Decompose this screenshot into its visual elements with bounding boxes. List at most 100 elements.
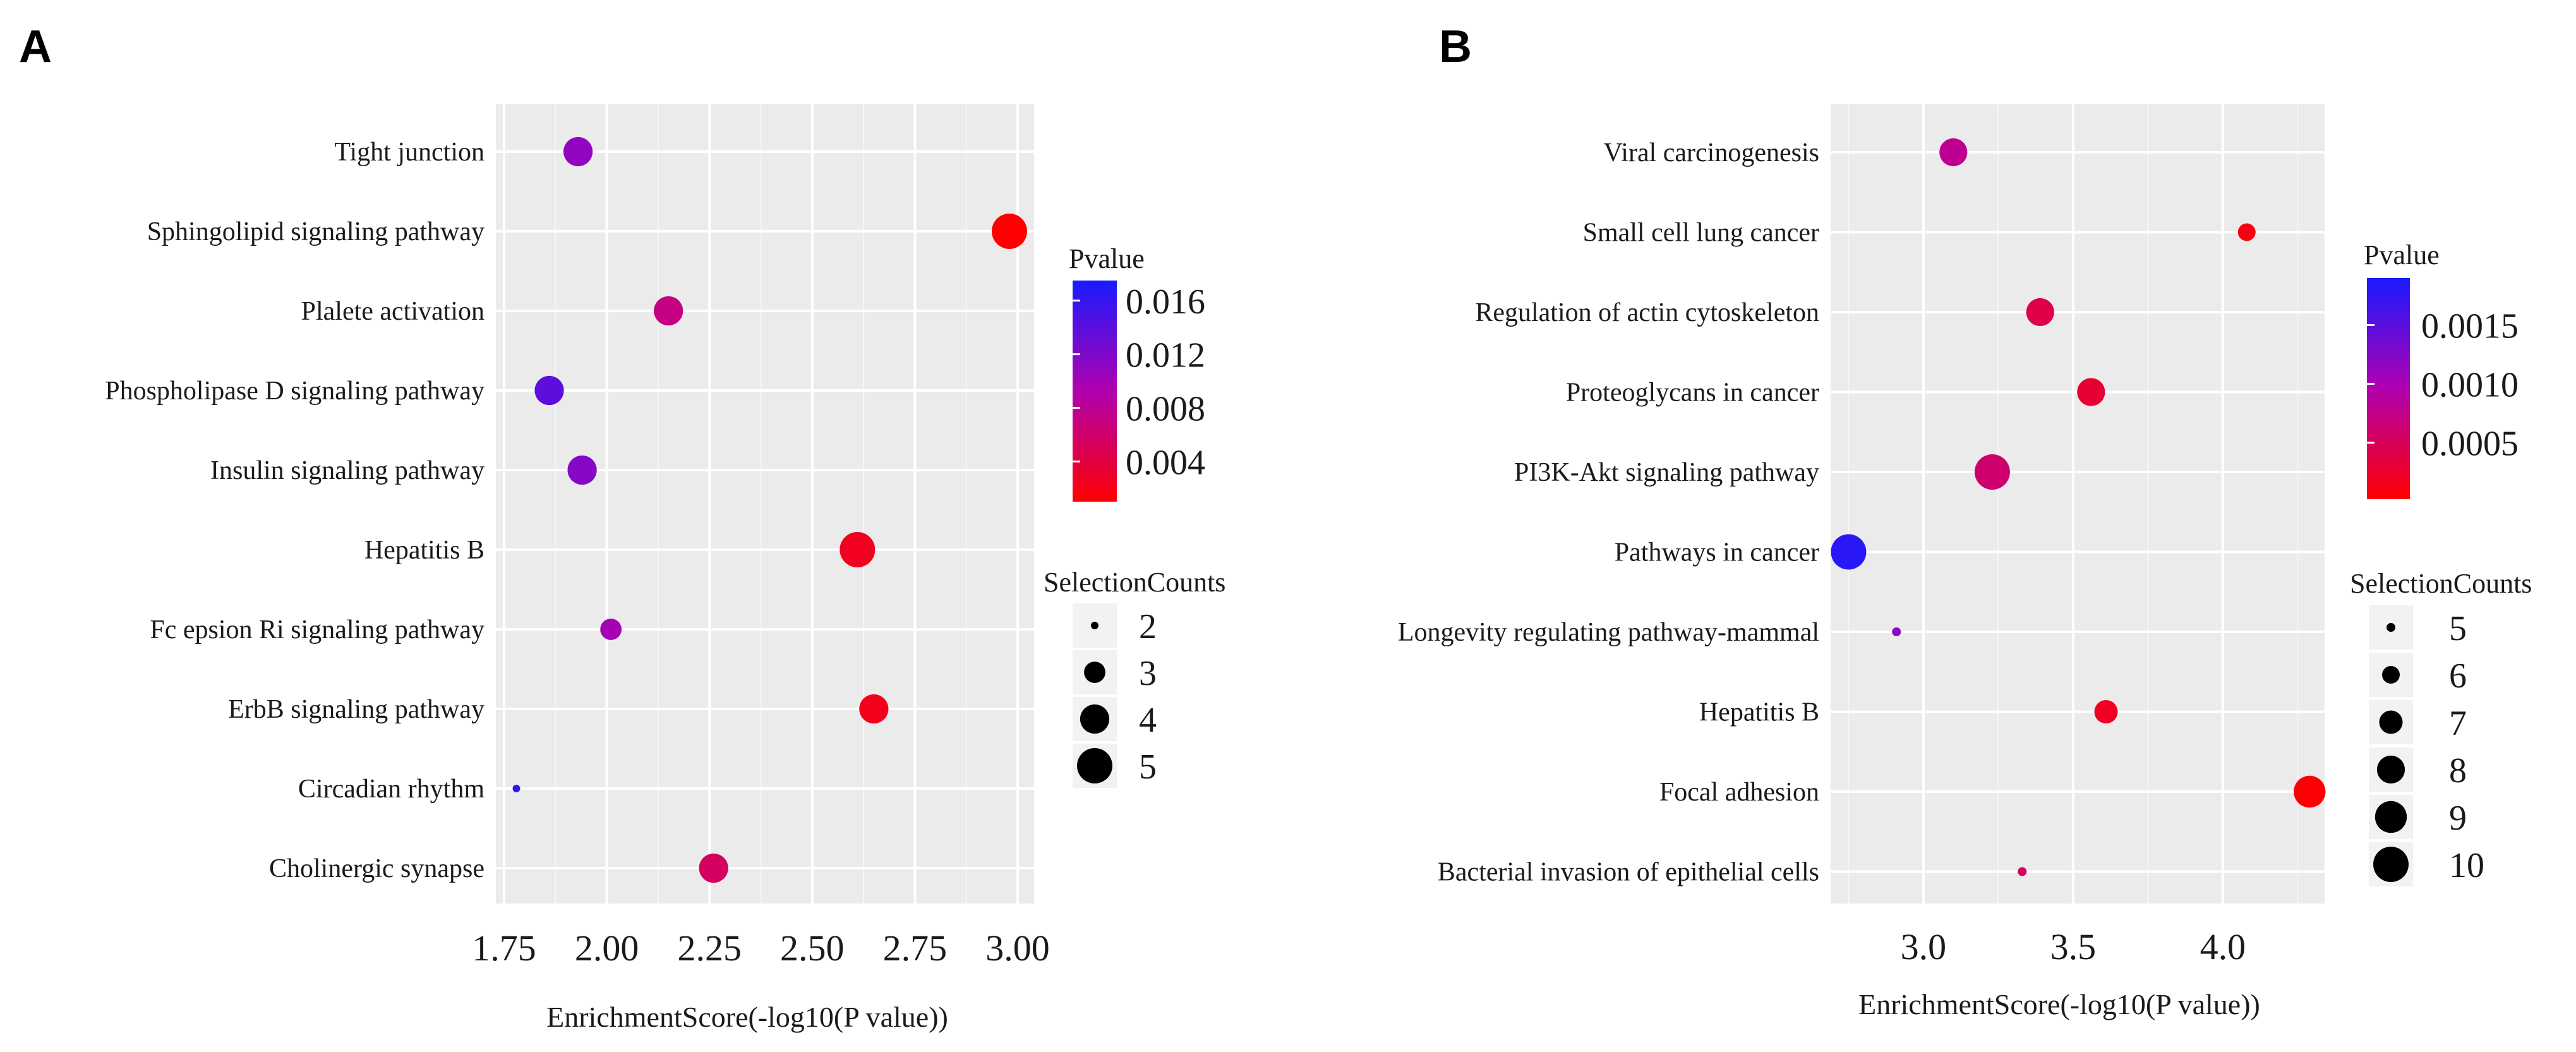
panel-a-color-legend: Pvalue 0.016 0.012 0.008 0.004 <box>1069 243 1205 502</box>
data-point <box>991 214 1027 249</box>
data-point <box>563 136 593 167</box>
data-point <box>2077 378 2105 406</box>
panel-a-x-tick-labels: 1.75 2.00 2.25 2.50 2.75 3.00 <box>472 928 1049 969</box>
data-point <box>2026 298 2054 327</box>
category-label: Cholinergic synapse <box>269 854 485 883</box>
size-legend-label: 7 <box>2449 704 2467 743</box>
panel-letter-a: A <box>19 21 52 72</box>
panel-b-size-legend: SelectionCounts 5 6 7 8 9 10 <box>2350 568 2532 886</box>
x-tick-label: 4.0 <box>2200 926 2246 967</box>
panel-b-chart: Viral carcinogenesis Small cell lung canc… <box>1398 104 2532 1020</box>
data-point <box>1974 454 2010 490</box>
x-tick-label: 1.75 <box>472 928 536 969</box>
data-point <box>567 455 597 485</box>
x-tick-label: 2.25 <box>677 928 742 969</box>
panel-a-plot-background <box>496 104 1034 904</box>
size-legend-dot <box>2376 755 2405 784</box>
category-label: Phospholipase D signaling pathway <box>105 377 485 406</box>
x-tick-label: 2.00 <box>575 928 639 969</box>
colorbar-tick-label: 0.0005 <box>2421 425 2519 464</box>
panel-letter-b: B <box>1439 21 1472 72</box>
data-point <box>699 853 728 883</box>
category-label: Insulin signaling pathway <box>210 456 485 485</box>
category-label: Hepatitis B <box>364 536 485 565</box>
category-label: Longevity regulating pathway-mammal <box>1398 618 1819 647</box>
category-label: Sphingolipid signaling pathway <box>147 217 485 246</box>
colorbar-tick-label: 0.0010 <box>2421 366 2519 405</box>
colorbar-tick-label: 0.0015 <box>2421 306 2519 346</box>
size-legend-label: 5 <box>1139 747 1157 787</box>
x-tick-label: 2.75 <box>883 928 948 969</box>
category-label: ErbB signaling pathway <box>228 695 485 724</box>
size-legend-label: 4 <box>1139 701 1157 740</box>
data-point <box>1939 138 1968 167</box>
category-label: Viral carcinogenesis <box>1604 138 1820 167</box>
panel-a-size-legend-title: SelectionCounts <box>1044 567 1225 598</box>
colorbar-tick-label: 0.012 <box>1126 336 1205 375</box>
data-point <box>2094 700 2118 723</box>
category-label: PI3K-Akt signaling pathway <box>1514 458 1819 487</box>
panel-b-category-labels: Viral carcinogenesis Small cell lung canc… <box>1398 138 1819 887</box>
category-label: Tight junction <box>334 138 485 167</box>
panel-b-pvalue-colorbar <box>2367 278 2410 499</box>
size-legend-dot <box>2382 666 2400 684</box>
x-tick-label: 3.00 <box>985 928 1050 969</box>
size-legend-label: 6 <box>2449 656 2467 696</box>
data-point <box>1892 627 1901 636</box>
size-legend-label: 8 <box>2449 751 2467 790</box>
panel-a-chart: Tight junction Sphingolipid signaling pat… <box>105 104 1225 1033</box>
size-legend-label: 3 <box>1139 654 1157 693</box>
category-label: Plalete activation <box>301 297 485 326</box>
data-point <box>1831 534 1867 570</box>
size-legend-dot <box>2373 847 2409 882</box>
panel-b-x-tick-labels: 3.0 3.5 4.0 <box>1901 926 2246 967</box>
panel-b-pvalue-legend-title: Pvalue <box>2364 239 2440 270</box>
size-legend-label: 5 <box>2449 609 2467 648</box>
data-point <box>840 532 876 567</box>
colorbar-tick-label: 0.016 <box>1126 282 1205 322</box>
size-legend-dot <box>2379 710 2403 734</box>
data-point <box>2018 867 2027 876</box>
category-label: Bacterial invasion of epithelial cells <box>1438 858 1819 887</box>
category-label: Regulation of actin cytoskeleton <box>1475 298 1819 327</box>
size-legend-dot <box>2374 801 2407 833</box>
x-tick-label: 3.5 <box>2050 926 2097 967</box>
size-legend-dot <box>1077 748 1112 783</box>
colorbar-tick-label: 0.008 <box>1126 390 1205 429</box>
category-label: Proteoglycans in cancer <box>1566 378 1819 408</box>
data-point <box>2294 775 2326 808</box>
size-legend-dot <box>1080 704 1110 734</box>
size-legend-label: 10 <box>2449 846 2484 885</box>
x-tick-label: 3.0 <box>1901 926 1947 967</box>
data-point <box>654 296 683 326</box>
size-legend-dot <box>1091 622 1098 629</box>
size-legend-label: 2 <box>1139 607 1157 646</box>
category-label: Fc epsion Ri signaling pathway <box>150 615 485 644</box>
panel-a-size-legend: SelectionCounts 2 3 4 5 <box>1044 567 1225 788</box>
panel-a-pvalue-colorbar <box>1073 281 1117 502</box>
category-label: Hepatitis B <box>1699 698 1819 727</box>
category-label: Focal adhesion <box>1659 778 1819 807</box>
panel-b-points <box>1831 138 2326 876</box>
panel-a-category-labels: Tight junction Sphingolipid signaling pat… <box>105 138 485 883</box>
category-label: Small cell lung cancer <box>1583 219 1819 248</box>
data-point <box>2237 223 2256 241</box>
panel-a-pvalue-legend-title: Pvalue <box>1069 243 1145 274</box>
panel-a-x-axis-title: EnrichmentScore(-log10(P value)) <box>546 1001 948 1033</box>
size-legend-label: 9 <box>2449 799 2467 838</box>
size-legend-dot <box>1084 662 1105 683</box>
data-point <box>512 785 521 792</box>
colorbar-tick-label: 0.004 <box>1126 443 1205 482</box>
x-tick-label: 2.50 <box>780 928 845 969</box>
data-point <box>534 375 564 406</box>
panel-b-plot-background <box>1831 104 2325 904</box>
category-label: Pathways in cancer <box>1615 538 1819 567</box>
panel-b-color-legend: Pvalue 0.0015 0.0010 0.0005 <box>2364 239 2519 499</box>
category-label: Circadian rhythm <box>298 775 485 804</box>
panel-b-x-axis-title: EnrichmentScore(-log10(P value)) <box>1858 988 2260 1020</box>
data-point <box>859 694 889 724</box>
panel-a-points <box>512 136 1027 883</box>
data-point <box>600 619 622 640</box>
size-legend-dot <box>2386 623 2395 632</box>
